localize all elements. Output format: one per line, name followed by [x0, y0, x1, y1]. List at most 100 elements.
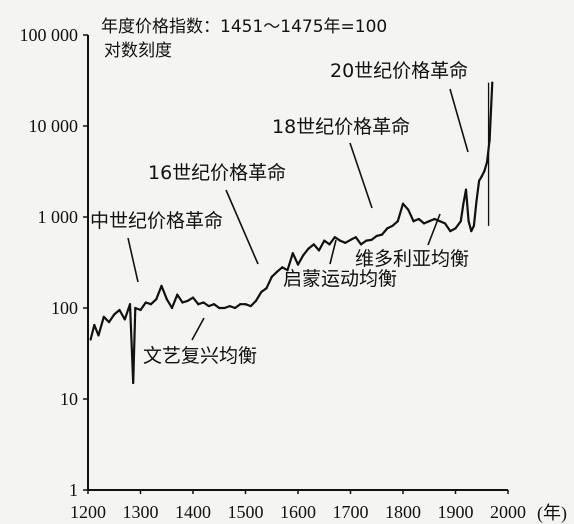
price-index-data-point: [454, 227, 457, 230]
price-index-data-point: [462, 202, 465, 205]
price-index-data-point: [323, 239, 326, 242]
price-index-data-point: [275, 270, 279, 273]
price-index-data-point: [197, 303, 200, 306]
price-index-data-point: [186, 299, 189, 302]
annotation-label: 18世纪价格革命: [272, 116, 410, 138]
price-index-data-point: [480, 175, 483, 178]
y-axis-label: 对数刻度: [104, 41, 172, 61]
price-index-data-point: [354, 236, 357, 239]
price-index-data-point: [149, 303, 153, 306]
price-index-data-point: [296, 263, 300, 266]
price-index-data-point: [483, 169, 486, 173]
price-index-data-point: [134, 306, 137, 310]
price-index-data-point: [485, 161, 489, 164]
x-tick-label: 1500: [228, 502, 264, 522]
price-index-data-point: [401, 202, 405, 205]
y-tick-label: 1 000: [38, 207, 79, 227]
x-tick-label: 1400: [175, 502, 211, 522]
price-index-data-point: [312, 243, 315, 246]
price-index-data-point: [132, 381, 135, 385]
x-tick-label: 1700: [333, 502, 369, 522]
annotation-leader-line: [191, 317, 205, 341]
price-index-data-point: [375, 234, 378, 237]
annotation-label: 维多利亚均衡: [355, 248, 469, 270]
price-index-data-point: [218, 306, 221, 310]
price-index-data-point: [370, 238, 373, 242]
price-index-data-point: [396, 220, 399, 223]
price-index-data-point: [422, 222, 426, 225]
price-index-data-point: [491, 81, 494, 84]
price-index-data-point: [307, 247, 310, 250]
y-tick-label: 100 000: [20, 25, 79, 45]
price-index-data-point: [244, 303, 247, 306]
price-index-data-point: [260, 290, 263, 294]
price-index-data-point: [349, 238, 352, 242]
y-tick-label: 100: [51, 298, 78, 318]
y-tick-label: 10 000: [29, 116, 79, 136]
price-index-data-point: [475, 199, 478, 203]
x-axis-unit-label: (年): [537, 503, 567, 524]
price-index-data-point: [207, 304, 210, 308]
annotation-label: 16世纪价格革命: [148, 162, 286, 184]
price-index-data-point: [102, 315, 105, 318]
price-index-data-point: [202, 301, 205, 304]
price-index-data-point: [386, 227, 389, 230]
price-index-data-point: [212, 303, 216, 306]
annotation-leader-line: [127, 237, 139, 283]
price-index-data-point: [344, 241, 347, 244]
price-index-data-point: [223, 306, 226, 310]
price-index-data-point: [428, 220, 431, 223]
price-index-data-point: [317, 249, 321, 252]
price-index-data-point: [160, 284, 163, 287]
price-index-data-point: [328, 243, 331, 246]
price-index-data-point: [467, 220, 470, 223]
price-index-data-point: [449, 229, 452, 233]
price-index-data-point: [338, 239, 342, 242]
price-index-data-point: [123, 318, 126, 321]
y-tick-label: 1: [69, 480, 78, 500]
x-tick-label: 1300: [123, 502, 159, 522]
price-index-data-point: [165, 298, 168, 301]
price-index-data-point: [433, 217, 436, 221]
price-index-data-point: [181, 301, 184, 304]
price-index-data-point: [144, 301, 147, 304]
annotation-leader-line: [449, 88, 469, 153]
price-index-data-point: [128, 303, 132, 306]
price-index-data-point: [359, 243, 363, 246]
price-index-data-point: [265, 287, 268, 290]
price-index-data-point: [365, 239, 368, 242]
price-index-data-point: [228, 304, 231, 308]
price-index-data-point: [139, 308, 142, 312]
x-tick-label: 1900: [438, 502, 474, 522]
price-index-data-point: [407, 208, 410, 211]
price-index-data-point: [443, 222, 447, 225]
price-index-data-point: [89, 338, 92, 341]
price-index-data-point: [233, 306, 237, 310]
price-index-data-point: [270, 275, 273, 278]
price-index-data-point: [97, 334, 100, 337]
price-index-data-point: [107, 320, 111, 324]
price-index-data-point: [239, 303, 242, 306]
x-tick-label: 1800: [385, 502, 421, 522]
annotation-leader-line: [349, 142, 373, 209]
price-index-data-point: [281, 266, 284, 269]
y-tick-label: 10: [60, 389, 78, 409]
price-index-data-point: [291, 252, 294, 255]
price-index-data-point: [286, 269, 289, 272]
price-index-data-point: [302, 254, 305, 257]
annotation-label: 文艺复兴均衡: [143, 345, 257, 367]
price-index-data-point: [391, 224, 394, 227]
x-tick-label: 2000: [490, 502, 526, 522]
price-index-data-point: [412, 220, 415, 223]
annotation-label: 20世纪价格革命: [330, 60, 468, 82]
annotation-label: 启蒙运动均衡: [283, 268, 397, 290]
price-index-data-point: [472, 224, 475, 227]
x-tick-label: 1600: [280, 502, 316, 522]
price-index-data-point: [249, 304, 252, 308]
price-index-data-point: [170, 306, 174, 310]
price-index-data-point: [93, 323, 96, 327]
price-index-data-point: [118, 308, 121, 312]
price-index-data-point: [478, 179, 481, 182]
annotation-leader-line: [329, 239, 337, 265]
